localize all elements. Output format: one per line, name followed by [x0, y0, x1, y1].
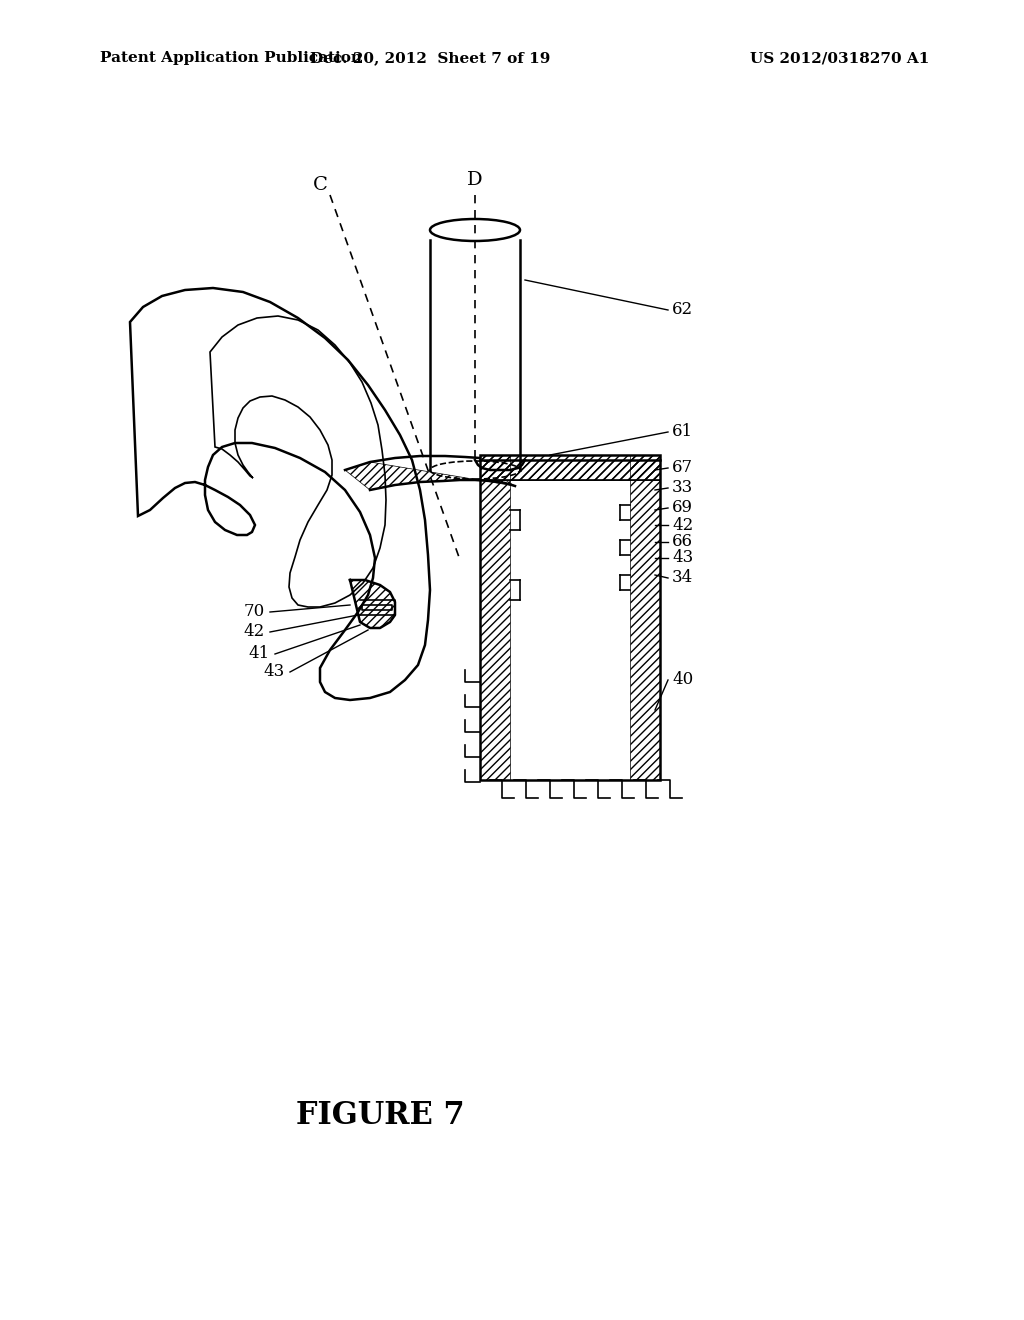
Text: US 2012/0318270 A1: US 2012/0318270 A1 — [750, 51, 930, 65]
Text: 34: 34 — [672, 569, 693, 586]
Text: 61: 61 — [672, 424, 693, 441]
Text: 42: 42 — [244, 623, 265, 640]
Text: 66: 66 — [672, 533, 693, 550]
Text: Patent Application Publication: Patent Application Publication — [100, 51, 362, 65]
Text: 43: 43 — [672, 549, 693, 566]
Text: FIGURE 7: FIGURE 7 — [296, 1100, 464, 1130]
Text: C: C — [312, 176, 328, 194]
Text: 40: 40 — [672, 672, 693, 689]
Text: 41: 41 — [249, 645, 270, 663]
Text: 70: 70 — [244, 603, 265, 620]
Text: 62: 62 — [672, 301, 693, 318]
Text: 43: 43 — [264, 664, 285, 681]
Text: 42: 42 — [672, 516, 693, 533]
Text: Dec. 20, 2012  Sheet 7 of 19: Dec. 20, 2012 Sheet 7 of 19 — [310, 51, 550, 65]
Text: 33: 33 — [672, 479, 693, 496]
Text: 69: 69 — [672, 499, 693, 516]
Text: 67: 67 — [672, 459, 693, 477]
Text: D: D — [467, 172, 482, 189]
